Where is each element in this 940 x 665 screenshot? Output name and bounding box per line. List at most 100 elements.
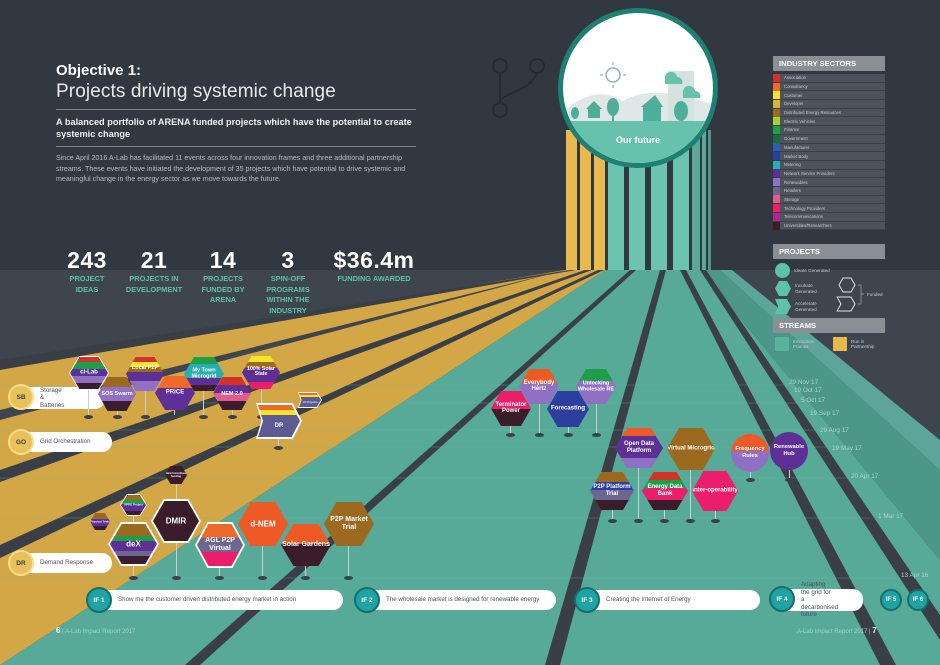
project-open-data-platform[interactable]: Open Data Platform — [615, 428, 663, 468]
ground-band — [563, 121, 713, 163]
project-10-projects[interactable]: 10 Projects — [299, 393, 321, 407]
if-badge-5[interactable]: IF 5 — [880, 589, 902, 611]
project-label: Physical Trials — [90, 518, 110, 523]
project-frequency-rules[interactable]: Frequency Rules — [731, 434, 769, 472]
stream-pill-go[interactable]: GO Grid Orchestration — [8, 429, 112, 455]
project-label: Frequency Rules — [735, 446, 765, 459]
project-terminator-power[interactable]: Terminator Power — [491, 391, 531, 426]
project-price[interactable]: PRICE — [155, 376, 195, 410]
project-sos-swarm[interactable]: SOS Swarm — [98, 377, 136, 411]
project-label: Solar Gardens — [282, 540, 330, 548]
date-label: 13 Apr 16 — [901, 572, 929, 579]
project-vpps[interactable]: VPPS Project — [121, 495, 146, 515]
stream-pill-dr[interactable]: DR Demand Response — [8, 550, 112, 576]
project-label: 10 Projects — [302, 400, 318, 404]
stat-label: PROJECT IDEAS — [69, 274, 105, 294]
objective-heading: Objective 1: — [56, 62, 142, 79]
stat-value: 243 — [67, 247, 107, 273]
project-label: Open Data Platform — [623, 441, 654, 454]
project-my-town-microgrid[interactable]: My Town Microgrid — [184, 357, 224, 391]
project-new-incentives-funding[interactable]: New Incentives funding — [165, 466, 187, 484]
project-p2p-platform-trial[interactable]: P2P Platform Trial — [590, 472, 634, 510]
stat-projects-funded: 14 PROJECTS FUNDED BY ARENA — [198, 248, 248, 316]
project-label: ci-Lab — [80, 369, 98, 376]
stream-badge: SB — [8, 384, 34, 410]
swatch-icon — [775, 337, 789, 351]
chevron-icon — [775, 299, 791, 314]
legend-run-in-partnership: Run in Partnership — [833, 337, 885, 351]
project-label: NEM 2.0 — [221, 390, 243, 397]
divider — [56, 146, 416, 147]
project-dex[interactable]: deX — [110, 524, 157, 564]
legend-title: INDUSTRY SECTORS — [773, 56, 885, 71]
project-label: P2P Platform Trial — [593, 484, 631, 497]
footer-text: A-Lab Impact Report 2017 — [797, 629, 868, 635]
sector-list: Association Consultancy Customer Develop… — [773, 73, 885, 231]
if-pill-2[interactable]: IF 2 The wholesale market is designed fo… — [354, 587, 556, 613]
project-nem-2[interactable]: NEM 2.0 — [213, 377, 251, 410]
project-renewable-hub[interactable]: Renewable Hub — [770, 432, 808, 470]
footer-left: 6 | A-Lab Impact Report 2017 — [56, 626, 136, 635]
page-number: 7 — [872, 626, 877, 635]
project-label: SOS Swarm — [101, 390, 133, 397]
project-label: Terminator Power — [495, 401, 527, 415]
project-dr[interactable]: DR — [258, 405, 300, 437]
objective-intro: Objective 1: Projects driving systemic c… — [56, 62, 416, 185]
date-label: 29 Aug 17 — [820, 427, 849, 434]
if-pill-1[interactable]: IF 1 Show me the customer driven distrib… — [86, 587, 343, 613]
stat-project-ideas: 243 PROJECT IDEAS — [56, 248, 118, 316]
project-physical-trials[interactable]: Physical Trials — [90, 513, 110, 530]
project-local-p2p[interactable]: Local P2P — [126, 357, 164, 391]
circle-icon — [775, 263, 790, 278]
legend-ideate: Ideate Generated — [775, 263, 834, 278]
stream-badge: GO — [8, 429, 34, 455]
stream-label: Storage & Batteries — [40, 386, 65, 409]
if-pill-3[interactable]: IF 3 Creating the Internet of Energy — [574, 587, 760, 613]
stream-pill-sb[interactable]: SB Storage & Batteries — [8, 384, 105, 410]
date-label: 19 Oct 17 — [794, 387, 822, 394]
project-label: deX — [126, 539, 141, 549]
project-solar-gardens[interactable]: Solar Gardens — [281, 524, 331, 566]
stat-value: 14 — [209, 247, 237, 273]
sector-item: Market Body — [773, 152, 885, 161]
project-energy-data-bank[interactable]: Energy Data Bank — [642, 472, 688, 510]
project-inter-operability[interactable]: Inter-operability — [692, 471, 738, 511]
project-label: AGL P2P Virtual — [205, 536, 235, 552]
if-label: Creating the Internet of Energy — [606, 596, 691, 604]
page-number: 6 — [56, 626, 61, 635]
stream-label: Demand Response — [40, 559, 93, 567]
sector-item: Storage — [773, 195, 885, 205]
project-virtual-microgrid[interactable]: Virtual Microgrid — [667, 428, 715, 470]
legend-title: PROJECTS — [773, 244, 885, 259]
sector-item: Manufacturer — [773, 143, 885, 153]
sector-item: Network Service Providers — [773, 169, 885, 179]
if-badge-6[interactable]: IF 6 — [907, 589, 929, 611]
if-pill-4[interactable]: IF 4 Adapting the grid for a decarbonise… — [769, 581, 863, 618]
if-label: The wholesale market is designed for ren… — [386, 596, 540, 604]
funded-label: Funded — [867, 292, 883, 297]
hexagon-icon — [775, 281, 791, 296]
sector-item: Retailers — [773, 186, 885, 196]
stream-badge: DR — [8, 550, 34, 576]
sector-item: Universities/Researchers — [773, 221, 885, 231]
stat-funding-awarded: $36.4m FUNDING AWARDED — [326, 248, 422, 316]
project-label: Virtual Microgrid — [667, 445, 715, 452]
legend-incubate: Incubate Generated — [775, 281, 835, 296]
project-label: 100% Solar State — [247, 365, 275, 378]
sector-item: Government — [773, 134, 885, 144]
footer-text: A-Lab Impact Report 2017 — [65, 629, 136, 635]
project-label: Renewable Hub — [773, 444, 805, 457]
project-label: Forecasting — [550, 405, 585, 412]
project-unlocking-wholesale-re[interactable]: Unlocking Wholesale RE — [576, 369, 616, 404]
project-100-solar-state[interactable]: 100% Solar State — [242, 356, 280, 389]
project-everybody-hertz[interactable]: Everybody Hertz — [519, 369, 559, 404]
project-ci-lab[interactable]: ci-Lab — [70, 357, 108, 389]
stat-label: SPIN-OFF PROGRAMS WITHIN THE INDUSTRY — [266, 274, 310, 315]
sector-item: Finance — [773, 125, 885, 135]
stat-label: PROJECTS FUNDED BY ARENA — [201, 274, 245, 304]
objective-lead: A balanced portfolio of ARENA funded pro… — [56, 117, 412, 139]
project-agl-p2p-virtual[interactable]: AGL P2P Virtual — [197, 524, 243, 566]
objective-body: Since April 2016 A-Lab has facilitated 1… — [56, 154, 406, 183]
if-badge: IF 3 — [574, 587, 600, 613]
